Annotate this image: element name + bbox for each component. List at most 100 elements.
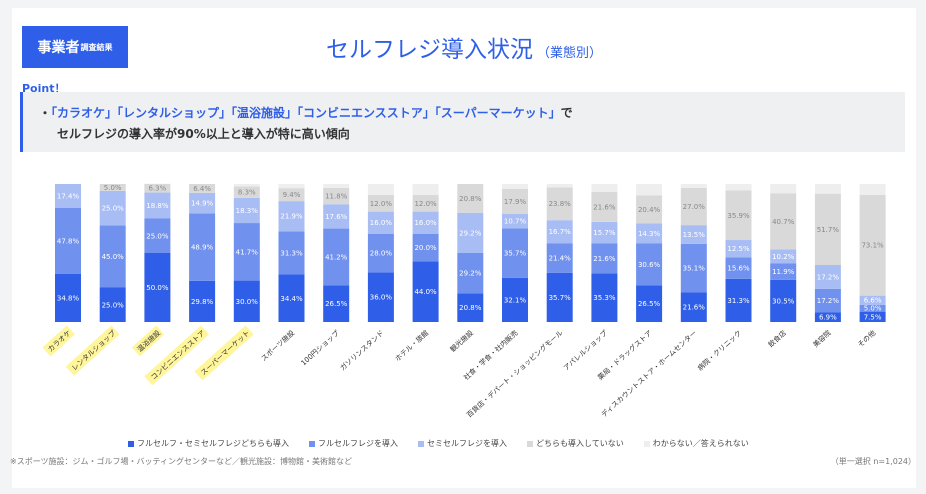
callout-highlight: 「カラオケ」「レンタルショップ」「温浴施設」「コンビニエンスストア」「スーパーマ… bbox=[51, 106, 561, 120]
bar-segment bbox=[859, 184, 886, 195]
data-label: 8.3% bbox=[238, 189, 256, 197]
data-label: 21.6% bbox=[593, 255, 616, 263]
category-label: ガソリンスタンド bbox=[338, 328, 386, 372]
data-label: 12.0% bbox=[414, 200, 437, 208]
bar-segment bbox=[233, 186, 260, 198]
data-label: 73.1% bbox=[861, 242, 884, 250]
bar-segment bbox=[546, 187, 573, 221]
bar-segment bbox=[412, 195, 439, 212]
data-label: 6.9% bbox=[819, 314, 837, 322]
bar-segment bbox=[591, 221, 618, 244]
bar-segment bbox=[859, 194, 886, 296]
bar-segment bbox=[278, 184, 305, 189]
data-label: 35.7% bbox=[549, 294, 572, 302]
data-label: 15.7% bbox=[593, 229, 616, 237]
data-label: 12.5% bbox=[727, 245, 750, 253]
bar-segment bbox=[323, 188, 350, 205]
data-label: 25.0% bbox=[146, 232, 169, 240]
data-label: 41.7% bbox=[236, 248, 259, 256]
category-highlight bbox=[131, 325, 165, 357]
bar-segment bbox=[278, 188, 305, 202]
bar-segment bbox=[144, 192, 171, 219]
bar-segment bbox=[859, 304, 886, 312]
category-label: レンタルショップ bbox=[70, 328, 118, 372]
bar-segment bbox=[502, 228, 528, 278]
bar-segment bbox=[636, 285, 663, 322]
data-label: 5.0% bbox=[864, 305, 882, 313]
data-label: 21.6% bbox=[683, 304, 706, 312]
legend-swatch bbox=[643, 440, 650, 447]
bar-segment bbox=[323, 184, 350, 189]
bar-segment bbox=[367, 195, 394, 212]
data-label: 21.9% bbox=[280, 213, 303, 221]
bar-segment bbox=[412, 261, 439, 322]
legend-label: フルセルフレジを導入 bbox=[318, 439, 398, 448]
data-label: 47.8% bbox=[57, 237, 80, 245]
legend-item: セミセルフレジを導入 bbox=[418, 438, 507, 449]
data-label: 48.9% bbox=[191, 244, 214, 252]
bar-segment bbox=[680, 225, 707, 244]
data-label: 6.4% bbox=[193, 185, 211, 193]
bar-segment bbox=[502, 277, 528, 322]
callout-bullet: ・ bbox=[39, 106, 52, 120]
legend-label: わからない／答えられない bbox=[652, 439, 749, 448]
bar-segment bbox=[233, 280, 260, 322]
bar-segment bbox=[502, 184, 528, 189]
data-label: 30.0% bbox=[236, 298, 259, 306]
chart-legend: フルセルフ・セミセルフレジどちらも導入 フルセルフレジを導入 セミセルフレジを導入 ど… bbox=[128, 438, 749, 449]
footnote: ※スポーツ施設：ジム・ゴルフ場・バッティングセンターなど／観光施設：博物館・美術… bbox=[10, 457, 353, 466]
category-label: 100円ショップ bbox=[300, 329, 341, 367]
data-label: 6.3% bbox=[149, 185, 167, 193]
data-label: 27.0% bbox=[683, 203, 706, 211]
data-label: 45.0% bbox=[102, 253, 125, 261]
survey-badge: 事業者 調査結果 bbox=[22, 26, 128, 68]
data-label: 17.4% bbox=[57, 193, 80, 201]
bar-segment bbox=[680, 292, 707, 322]
bar-segment bbox=[412, 184, 439, 196]
bar-segment bbox=[144, 218, 171, 253]
legend-label: セミセルフレジを導入 bbox=[427, 439, 507, 448]
bar-segment bbox=[189, 184, 216, 193]
legend-label: フルセルフ・セミセルフレジどちらも導入 bbox=[137, 439, 289, 448]
data-label: 35.3% bbox=[593, 294, 616, 302]
data-label: 10.7% bbox=[504, 218, 527, 226]
data-label: 12.0% bbox=[370, 200, 393, 208]
data-label: 23.8% bbox=[549, 200, 572, 208]
bar-segment bbox=[814, 193, 841, 266]
category-label: 美容院 bbox=[811, 328, 833, 349]
bar-segment bbox=[546, 184, 573, 188]
bar-segment bbox=[55, 208, 81, 274]
bar-segment bbox=[770, 279, 797, 322]
data-label: 11.8% bbox=[325, 193, 348, 201]
bar-segment bbox=[144, 183, 171, 193]
data-label: 28.0% bbox=[370, 250, 393, 258]
bar-segment bbox=[591, 243, 618, 274]
data-label: 18.3% bbox=[236, 207, 259, 215]
data-label: 35.1% bbox=[683, 264, 706, 272]
bar-segment bbox=[591, 273, 618, 322]
bar-segment bbox=[457, 253, 484, 294]
data-label: 34.8% bbox=[57, 294, 80, 302]
category-label: ディスカウントストア・ホームセンター bbox=[599, 328, 698, 419]
bar-segment bbox=[278, 231, 305, 275]
data-label: 6.6% bbox=[864, 297, 882, 305]
title-sub: （業態別） bbox=[536, 46, 602, 61]
data-label: 31.3% bbox=[280, 249, 303, 257]
bar-segment bbox=[278, 274, 305, 322]
category-highlight bbox=[42, 325, 75, 357]
bar-segment bbox=[189, 280, 216, 322]
bar-segment bbox=[680, 184, 707, 188]
category-label: スーパーマーケット bbox=[199, 329, 251, 377]
data-label: 35.7% bbox=[504, 250, 527, 258]
legend-swatch bbox=[418, 440, 424, 447]
bar-segment bbox=[814, 288, 841, 313]
data-label: 30.6% bbox=[638, 261, 661, 269]
badge-sub-label: 調査結果 bbox=[80, 42, 113, 52]
bar-segment bbox=[99, 225, 126, 288]
bar-segment bbox=[457, 212, 484, 253]
title-text: セルフレジ導入状況 bbox=[325, 37, 533, 63]
data-label: 20.8% bbox=[459, 195, 482, 203]
bar-segment bbox=[99, 287, 126, 322]
bar-segment bbox=[323, 228, 350, 286]
